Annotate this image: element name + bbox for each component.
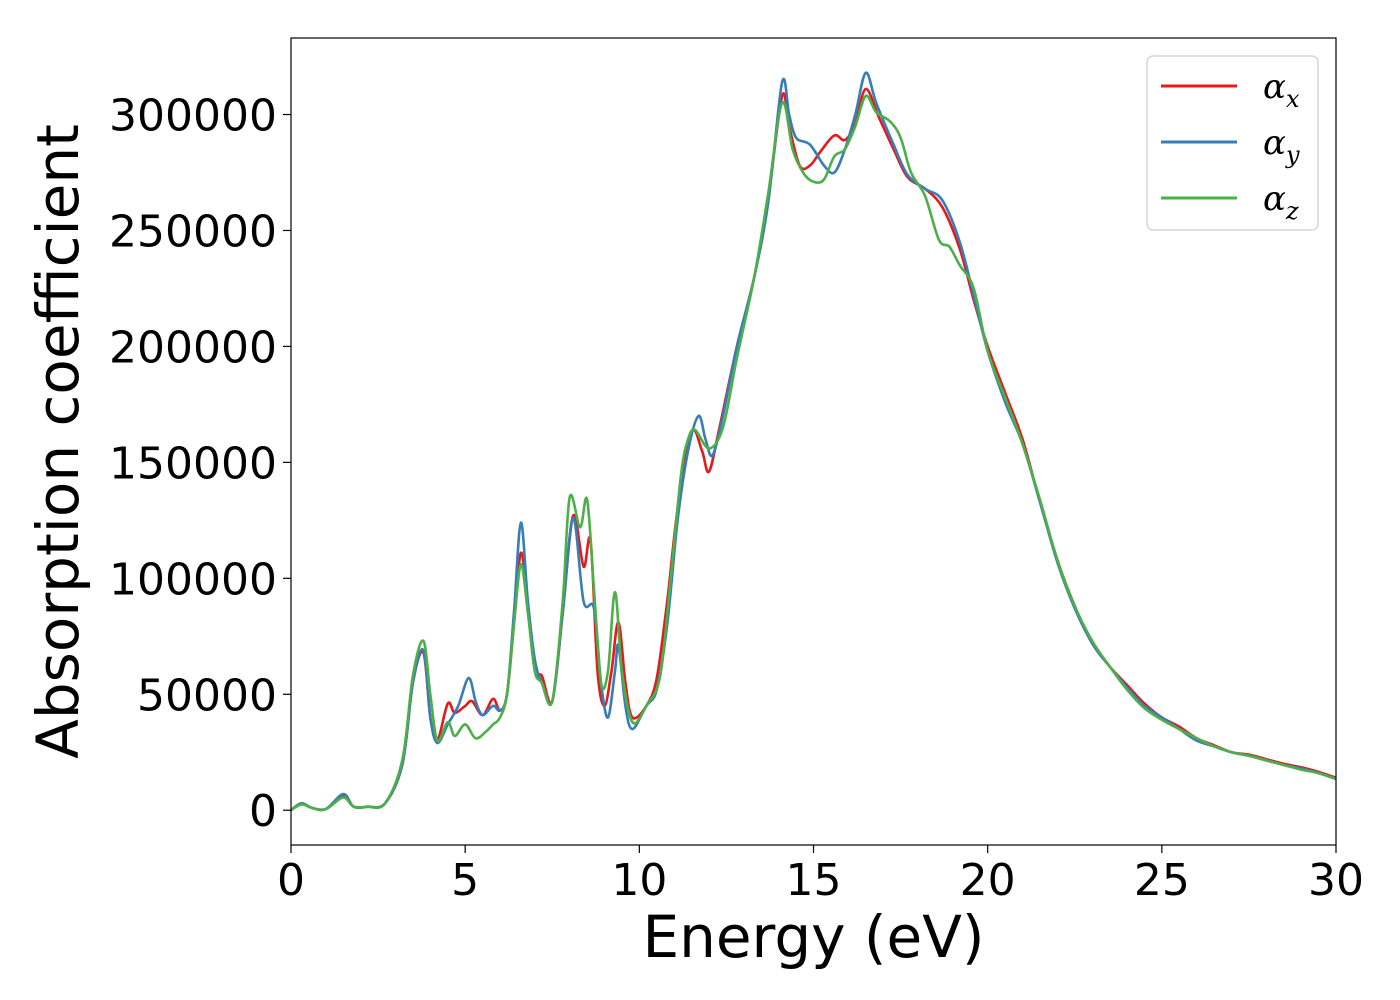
x-tick-label: 5 [451, 855, 479, 906]
y-tick-label: 150000 [109, 438, 277, 489]
y-tick-label: 0 [249, 786, 277, 837]
legend-label-y: αy [1263, 123, 1300, 169]
x-tick-label: 30 [1308, 855, 1364, 906]
x-tick-label: 20 [960, 855, 1016, 906]
y-tick-label: 50000 [137, 670, 277, 721]
x-tick-label: 10 [611, 855, 667, 906]
legend-label-x: αx [1263, 67, 1300, 113]
x-tick-label: 0 [277, 855, 305, 906]
y-tick-label: 200000 [109, 322, 277, 373]
x-axis-label: Energy (eV) [642, 903, 984, 971]
y-tick-label: 300000 [109, 91, 277, 142]
y-axis-label: Absorption coefficient [24, 124, 92, 759]
legend: αx αy αz [1146, 55, 1319, 231]
y-tick-label: 250000 [109, 206, 277, 257]
series-layer [291, 71, 1336, 812]
y-tick-label: 100000 [109, 554, 277, 605]
ticks-layer: 0 5 10 15 20 25 30 0 50000 100000 150000 200000 2500… [109, 91, 1364, 906]
x-tick-label: 25 [1134, 855, 1190, 906]
x-tick-label: 15 [786, 855, 842, 906]
legend-label-z: αz [1263, 179, 1299, 225]
series-line-z [291, 94, 1336, 812]
